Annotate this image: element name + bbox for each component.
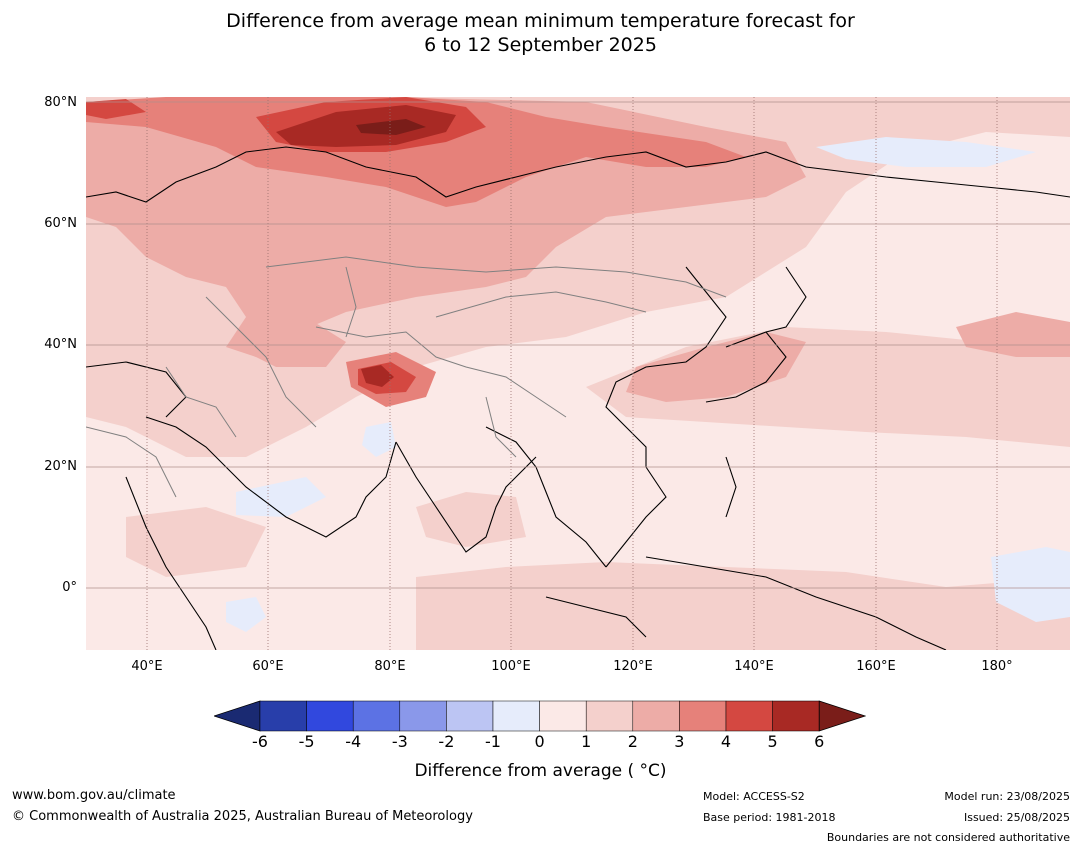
lon-label-160e: 160°E xyxy=(856,659,896,674)
forecast-map xyxy=(86,97,1070,650)
colorbar-segment xyxy=(259,700,307,732)
lon-label-80e: 80°E xyxy=(374,659,406,674)
colorbar-tick-label: -1 xyxy=(485,732,501,751)
colorbar-segments xyxy=(214,700,866,732)
lon-label-100e: 100°E xyxy=(491,659,531,674)
colorbar-tick-label: -2 xyxy=(438,732,455,751)
colorbar-segment xyxy=(399,700,447,732)
lat-label-80n: 80°N xyxy=(44,95,77,110)
country-borders xyxy=(86,256,727,498)
footer-model: Model: ACCESS-S2 xyxy=(703,790,805,803)
lon-label-180: 180° xyxy=(981,659,1013,674)
colorbar-tick-label: -6 xyxy=(252,732,268,751)
lat-label-0: 0° xyxy=(62,580,77,595)
footer-copyright: © Commonwealth of Australia 2025, Austra… xyxy=(12,809,473,824)
coastlines xyxy=(86,146,1070,650)
colorbar-segment xyxy=(446,700,494,732)
lon-label-120e: 120°E xyxy=(613,659,653,674)
colorbar-label: Difference from average ( °C) xyxy=(414,761,667,781)
colorbar-segment xyxy=(585,700,634,732)
colorbar-extend-high xyxy=(818,700,866,732)
colorbar-tick-label: 6 xyxy=(814,732,825,751)
lon-label-140e: 140°E xyxy=(734,659,774,674)
map-title-line-1: Difference from average mean minimum tem… xyxy=(226,10,855,32)
lon-label-40e: 40°E xyxy=(131,659,163,674)
map-title-line-2: 6 to 12 September 2025 xyxy=(424,34,657,56)
colorbar-tick-label: 5 xyxy=(767,732,778,751)
latitude-lines xyxy=(86,101,1070,589)
lat-label-40n: 40°N xyxy=(44,337,77,352)
colorbar-tick-label: -4 xyxy=(345,732,362,751)
footer-website: www.bom.gov.au/climate xyxy=(12,788,176,803)
colorbar xyxy=(214,700,866,732)
colorbar-tick-label: -5 xyxy=(298,732,315,751)
footer-disclaimer: Boundaries are not considered authoritat… xyxy=(826,831,1070,844)
colorbar-segment xyxy=(306,700,354,732)
colorbar-segment xyxy=(772,700,820,732)
footer-model-run: Model run: 23/08/2025 xyxy=(944,790,1070,803)
colorbar-segment xyxy=(632,700,680,732)
colorbar-segment xyxy=(679,700,727,732)
colorbar-segment xyxy=(492,700,540,732)
colorbar-tick-label: -3 xyxy=(391,732,408,751)
footer-base-period: Base period: 1981-2018 xyxy=(703,811,836,824)
lat-label-20n: 20°N xyxy=(44,459,77,474)
colorbar-tick-label: 3 xyxy=(674,732,685,751)
colorbar-tick-label: 1 xyxy=(581,732,592,751)
colorbar-extend-low xyxy=(214,700,261,732)
colorbar-segment xyxy=(352,700,401,732)
lat-label-60n: 60°N xyxy=(44,216,77,231)
anomaly-field-minus-1-0 xyxy=(226,137,1070,632)
colorbar-segment xyxy=(725,700,773,732)
graticule xyxy=(146,97,998,650)
colorbar-tick-label: 4 xyxy=(720,732,732,751)
colorbar-tick-label: 2 xyxy=(627,732,638,751)
anomaly-field-above-6 xyxy=(356,119,426,135)
footer-issued: Issued: 25/08/2025 xyxy=(963,811,1070,824)
lon-label-60e: 60°E xyxy=(252,659,284,674)
colorbar-segment xyxy=(539,700,587,732)
colorbar-tick-label: 0 xyxy=(534,732,545,751)
